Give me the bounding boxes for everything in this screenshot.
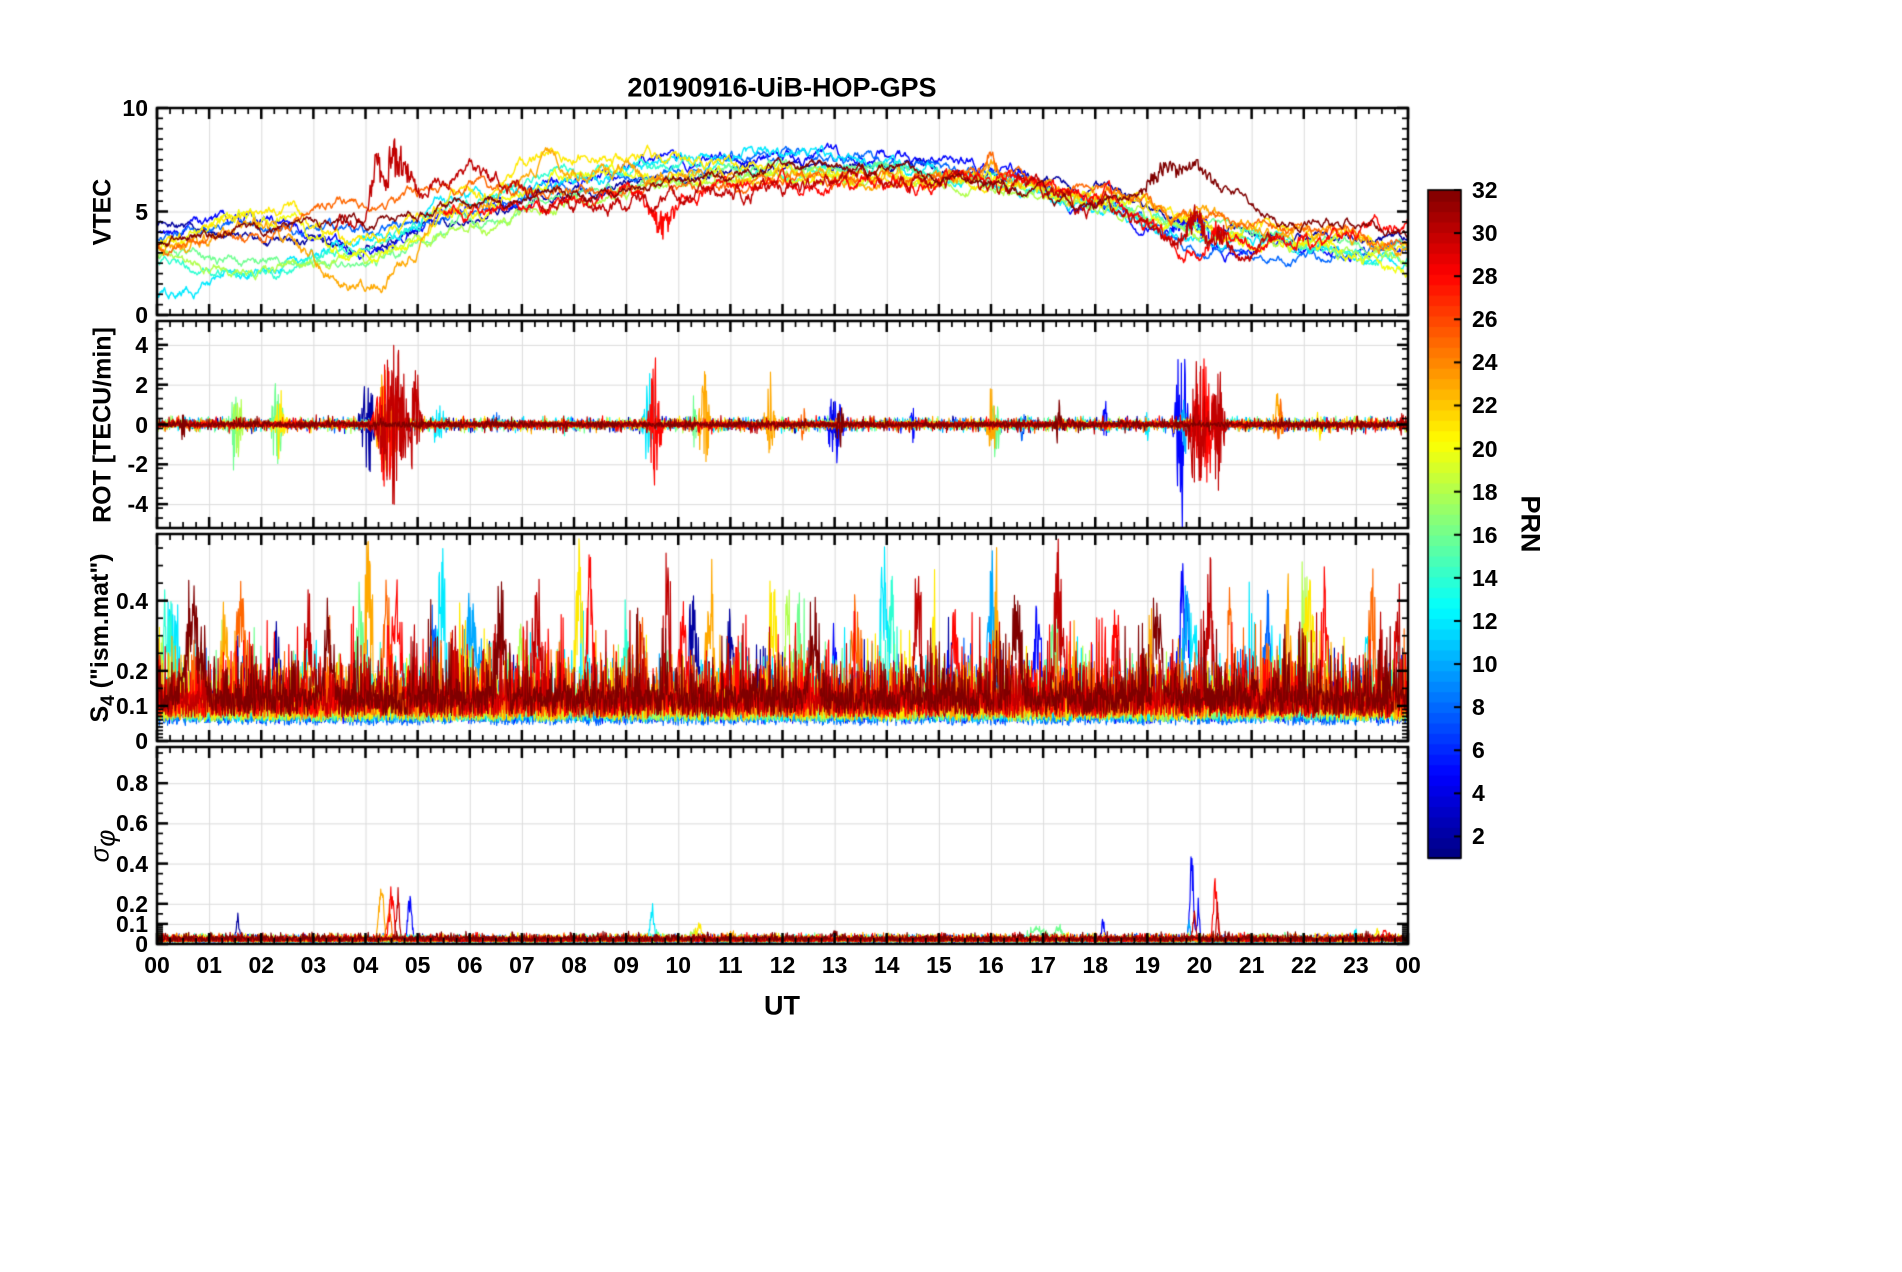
y-tick-label-rot: 2 — [135, 371, 148, 398]
colorbar-tick-label: 10 — [1472, 651, 1498, 678]
y-tick-label-sigma_phi: 0.4 — [116, 850, 148, 877]
y-tick-label-s4: 0.4 — [116, 587, 148, 614]
x-tick-label: 12 — [769, 952, 796, 978]
y-tick-label-sigma_phi: 0.1 — [116, 910, 148, 937]
colorbar-tick-label: 16 — [1472, 521, 1498, 548]
colorbar-tick-label: 8 — [1472, 694, 1485, 721]
colorbar — [1428, 190, 1461, 858]
colorbar-tick-label: 30 — [1472, 220, 1498, 247]
x-tick-label: 17 — [1030, 952, 1056, 978]
xlabel-ut: UT — [764, 990, 800, 1021]
x-tick-label: 00 — [1395, 952, 1421, 978]
x-tick-label: 11 — [718, 952, 743, 978]
x-tick-label: 10 — [665, 952, 692, 978]
colorbar-tick-label: 18 — [1472, 478, 1498, 505]
x-tick-label: 03 — [300, 952, 327, 978]
x-tick-label: 04 — [352, 952, 379, 978]
x-tick-label: 23 — [1343, 952, 1369, 978]
x-tick-label: 14 — [873, 952, 900, 978]
y-tick-label-sigma_phi: 0 — [135, 931, 148, 957]
y-tick-label-sigma_phi: 0.8 — [116, 770, 148, 797]
y-tick-label-s4: 0 — [135, 728, 148, 754]
y-tick-label-rot: 4 — [135, 331, 148, 358]
y-tick-label-s4: 0.1 — [116, 692, 148, 719]
x-tick-label: 09 — [613, 952, 639, 978]
panel-sigma-phi — [157, 747, 1408, 944]
panel-s4 — [157, 534, 1408, 741]
x-tick-label: 07 — [509, 952, 535, 978]
colorbar-tick-label: 6 — [1472, 737, 1485, 764]
y-tick-label-s4: 0.2 — [116, 657, 148, 684]
colorbar-tick-label: 32 — [1472, 177, 1498, 203]
x-tick-label: 21 — [1238, 952, 1265, 978]
x-tick-label: 15 — [926, 952, 952, 978]
x-tick-label: 13 — [821, 952, 848, 978]
x-tick-label: 08 — [561, 952, 587, 978]
x-tick-label: 19 — [1134, 952, 1161, 978]
chart-title: 20190916-UiB-HOP-GPS — [627, 72, 937, 103]
x-tick-label: 01 — [196, 952, 222, 978]
colorbar-tick-label: 2 — [1472, 823, 1485, 850]
colorbar-tick-label: 4 — [1472, 780, 1485, 807]
colorbar-tick-label: 24 — [1472, 349, 1498, 376]
y-tick-label-sigma_phi: 0.6 — [116, 810, 148, 837]
x-tick-label: 06 — [456, 952, 483, 978]
x-tick-label: 18 — [1082, 952, 1109, 978]
y-tick-label-vtec: 10 — [122, 95, 148, 121]
panel-rot — [157, 321, 1408, 528]
colorbar-tick-label: 26 — [1472, 306, 1498, 333]
y-tick-label-sigma_phi: 0.2 — [116, 890, 148, 917]
colorbar-tick-label: 14 — [1472, 564, 1498, 591]
colorbar-tick-label: 22 — [1472, 392, 1498, 419]
y-tick-label-vtec: 5 — [135, 198, 148, 225]
x-tick-label: 05 — [404, 952, 431, 978]
y-tick-label-rot: -2 — [127, 451, 148, 478]
y-tick-label-rot: -4 — [127, 491, 148, 518]
colorbar-tick-label: 28 — [1472, 263, 1498, 290]
colorbar-tick-label: 20 — [1472, 435, 1498, 462]
x-tick-label: 20 — [1186, 952, 1213, 978]
panel-vtec — [157, 108, 1408, 315]
colorbar-tick-label: 12 — [1472, 607, 1498, 634]
y-tick-label-rot: 0 — [135, 411, 148, 438]
colorbar-label: PRN — [1515, 495, 1546, 553]
x-tick-label: 16 — [978, 952, 1004, 978]
y-tick-label-vtec: 0 — [135, 302, 148, 328]
x-tick-label: 00 — [144, 952, 170, 978]
x-tick-label: 02 — [248, 952, 275, 978]
x-tick-label: 22 — [1290, 952, 1317, 978]
